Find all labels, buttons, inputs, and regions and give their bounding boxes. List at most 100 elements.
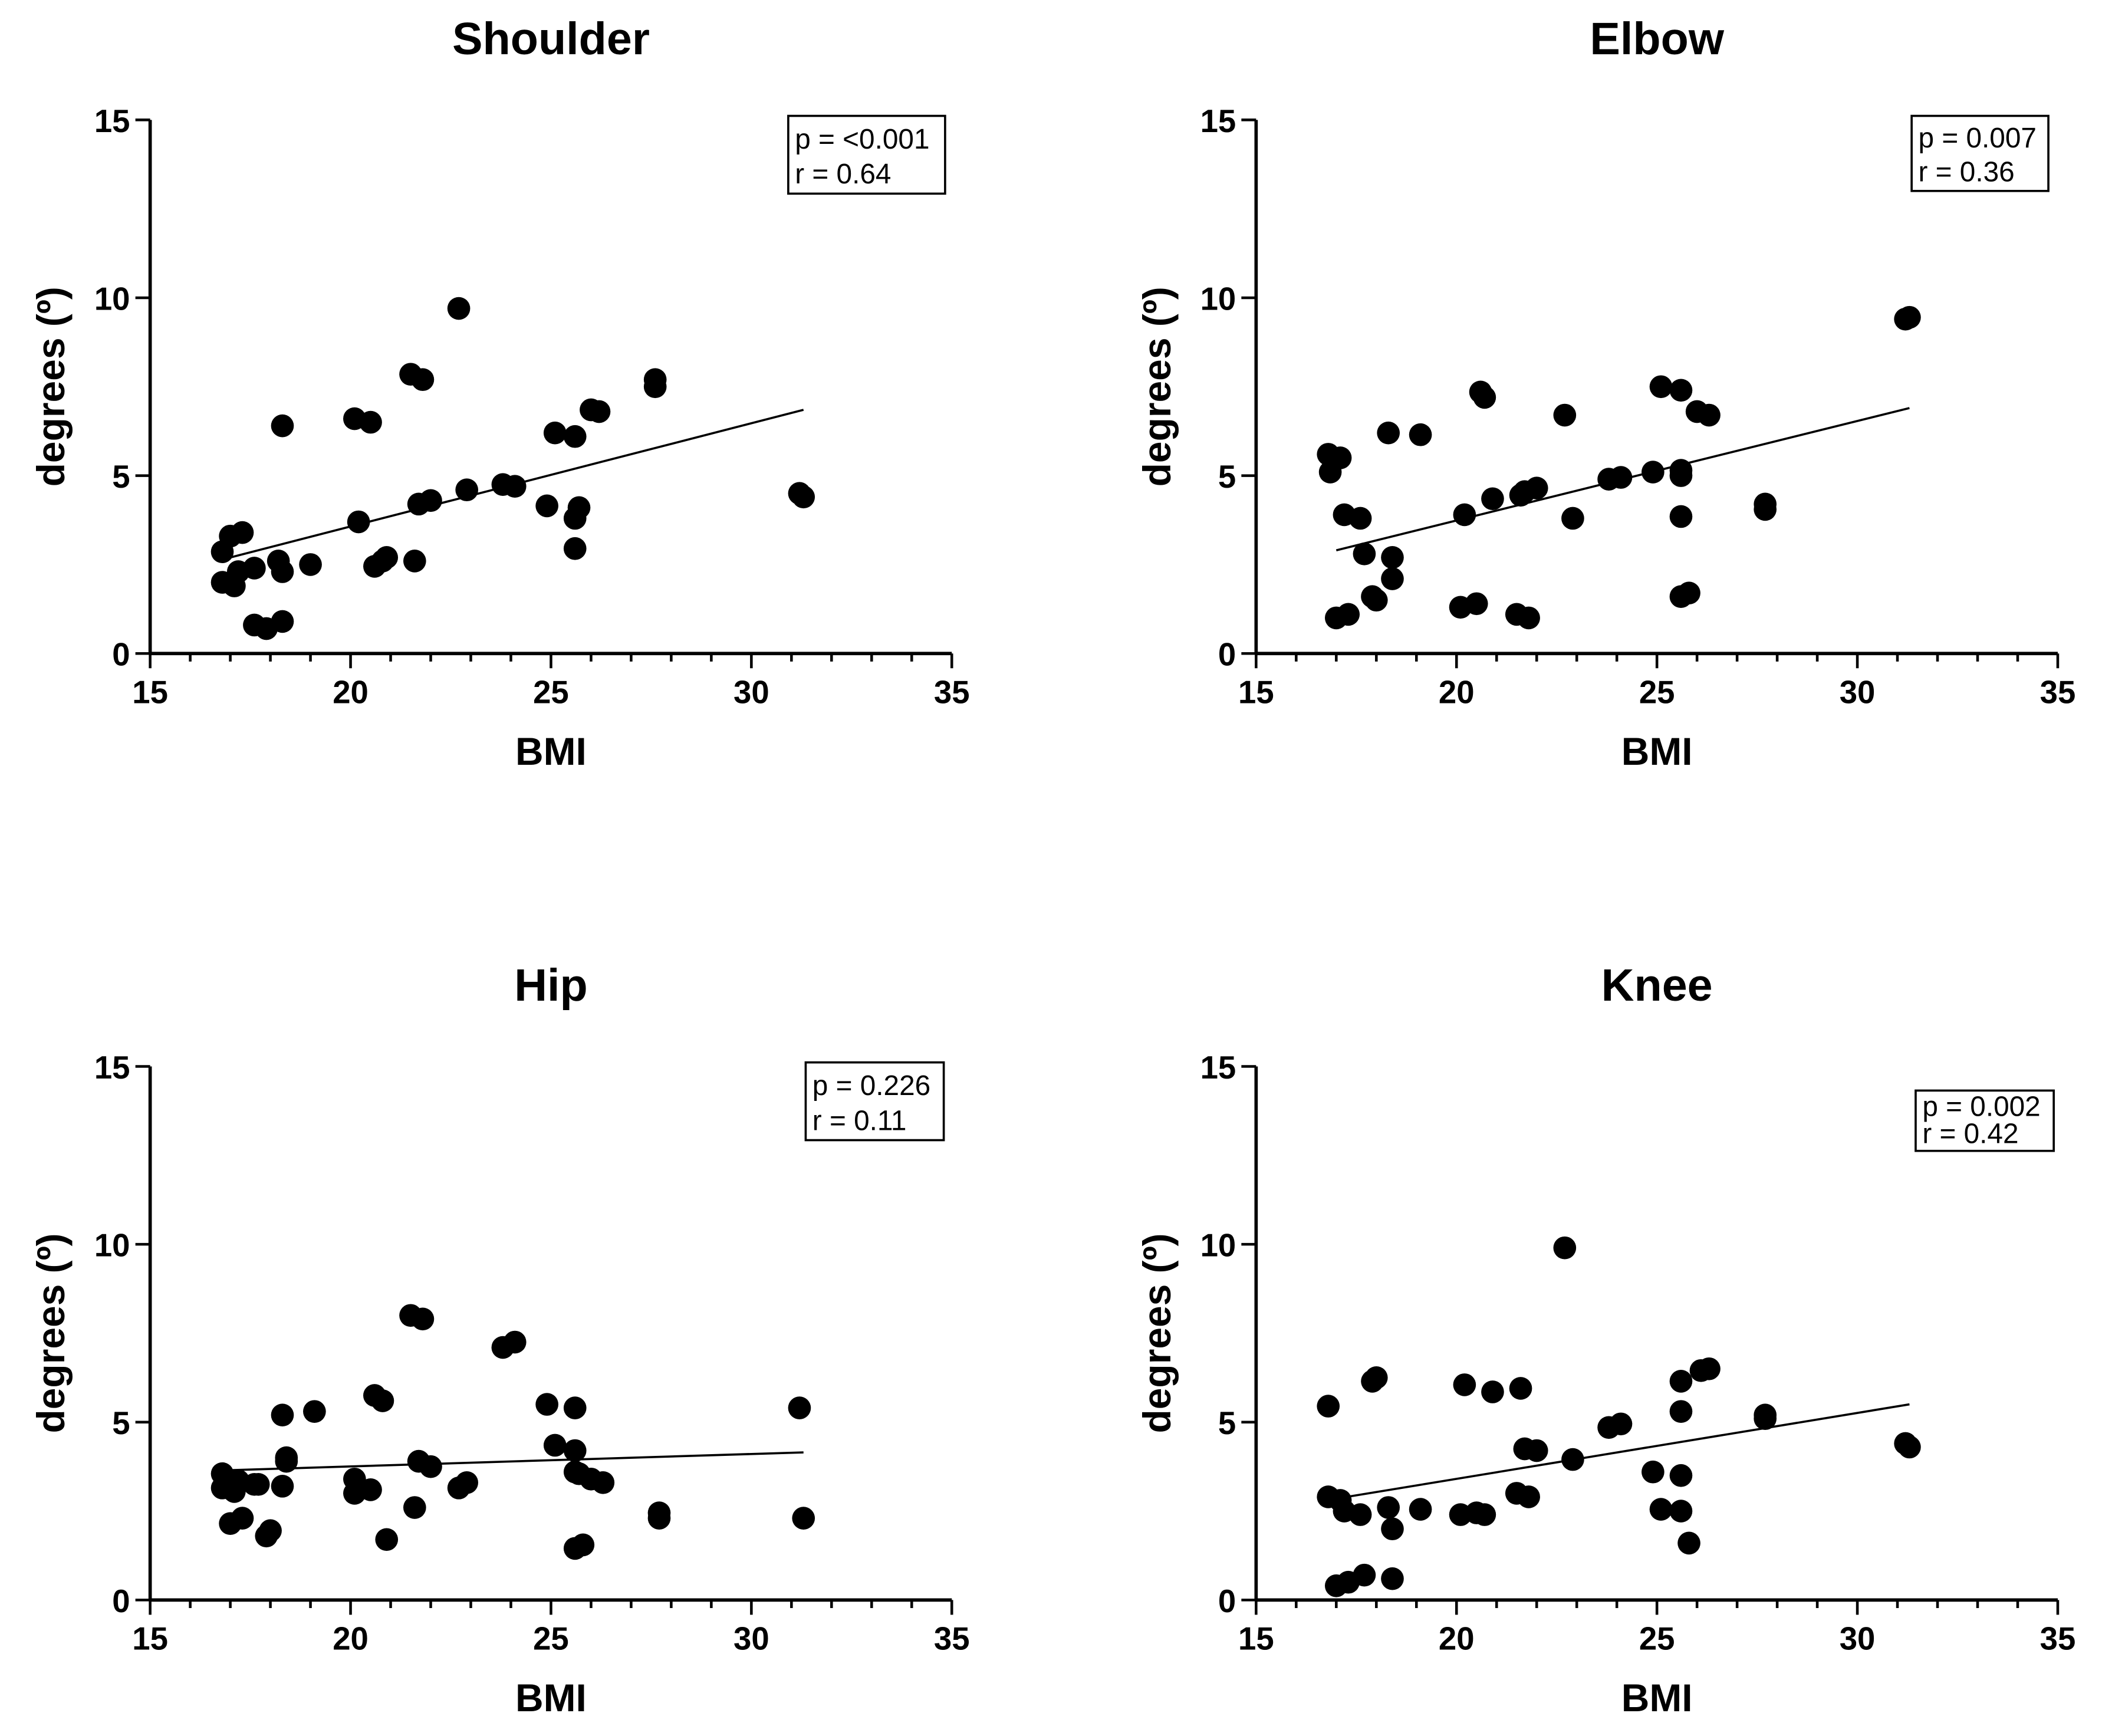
data-point bbox=[243, 557, 266, 580]
data-point bbox=[359, 410, 382, 434]
data-point bbox=[1677, 1531, 1700, 1555]
data-point bbox=[1642, 1460, 1665, 1484]
data-point bbox=[1669, 1370, 1693, 1393]
x-tick-label: 30 bbox=[1840, 1621, 1876, 1657]
data-point bbox=[271, 610, 294, 633]
panel-elbow: Elbow BMI degrees (º) 15 20 25 30 35 0 5 10 15 p = 0… bbox=[1135, 14, 2075, 773]
data-point bbox=[1481, 1380, 1504, 1403]
data-point bbox=[1561, 1448, 1584, 1471]
data-point bbox=[419, 489, 442, 512]
y-tick-label: 10 bbox=[94, 281, 130, 317]
data-point bbox=[1337, 603, 1360, 626]
data-point bbox=[447, 297, 471, 320]
r-value: r = 0.11 bbox=[812, 1105, 907, 1136]
y-tick-label: 10 bbox=[94, 1228, 130, 1264]
data-point bbox=[347, 510, 370, 534]
p-value: p = 0.007 bbox=[1919, 123, 2037, 154]
y-tick-label: 5 bbox=[1218, 459, 1236, 495]
x-axis-label: BMI bbox=[515, 729, 587, 773]
data-point bbox=[1353, 1563, 1376, 1587]
data-point bbox=[1553, 1236, 1577, 1260]
data-point bbox=[1609, 1412, 1633, 1436]
y-tick-label: 15 bbox=[94, 103, 130, 139]
data-point bbox=[1481, 487, 1504, 511]
panel-shoulder: Shoulder BMI degrees (º) 15 20 25 30 35 0 5 10 15 p … bbox=[29, 14, 969, 773]
y-tick-label: 15 bbox=[1200, 1050, 1236, 1086]
x-axis-label: BMI bbox=[515, 1676, 587, 1719]
data-point bbox=[1898, 305, 1921, 329]
x-tick-label: 20 bbox=[1439, 1621, 1475, 1657]
data-point bbox=[1754, 498, 1777, 521]
data-point bbox=[1609, 466, 1633, 489]
y-tick-label: 0 bbox=[112, 1583, 130, 1619]
data-point bbox=[1409, 423, 1432, 446]
data-point bbox=[792, 1507, 815, 1530]
data-point bbox=[591, 1471, 615, 1494]
data-point bbox=[1677, 581, 1700, 604]
data-point bbox=[1669, 1464, 1693, 1487]
x-tick-label: 25 bbox=[533, 674, 569, 710]
stats-box bbox=[1915, 1089, 2055, 1152]
data-point bbox=[503, 475, 527, 498]
data-point bbox=[1348, 1503, 1372, 1526]
x-tick-label: 25 bbox=[533, 1621, 569, 1657]
data-point bbox=[259, 1519, 282, 1543]
data-point bbox=[411, 1307, 435, 1331]
x-tick-label: 35 bbox=[934, 1621, 970, 1657]
x-tick-label: 25 bbox=[1639, 1621, 1675, 1657]
data-point bbox=[1377, 1496, 1400, 1519]
data-point bbox=[535, 494, 558, 518]
data-point bbox=[535, 1393, 558, 1416]
data-point bbox=[563, 1396, 587, 1419]
y-tick-label: 0 bbox=[1218, 637, 1236, 673]
data-point bbox=[271, 1475, 294, 1498]
x-tick-label: 15 bbox=[1238, 674, 1274, 710]
data-point bbox=[1473, 386, 1496, 409]
y-axis-label: degrees (º) bbox=[1135, 287, 1179, 486]
data-point bbox=[563, 537, 587, 560]
data-point bbox=[1553, 403, 1577, 427]
x-tick-label: 15 bbox=[132, 1621, 168, 1657]
panel-hip: Hip BMI degrees (º) 15 20 25 30 35 0 5 10 15 p = 0.2… bbox=[29, 960, 969, 1719]
r-value: r = 0.42 bbox=[1922, 1118, 2018, 1149]
data-point bbox=[1898, 1435, 1921, 1459]
x-tick-label: 20 bbox=[1439, 674, 1475, 710]
data-point bbox=[543, 421, 567, 445]
data-point bbox=[1509, 1377, 1532, 1400]
x-tick-label: 15 bbox=[132, 674, 168, 710]
y-tick-label: 0 bbox=[112, 637, 130, 673]
data-point bbox=[1409, 1498, 1432, 1521]
data-point bbox=[1642, 461, 1665, 484]
data-point bbox=[1364, 588, 1388, 612]
data-point bbox=[271, 560, 294, 583]
data-point bbox=[1465, 592, 1488, 616]
data-point bbox=[1353, 542, 1376, 565]
data-point bbox=[1698, 1357, 1721, 1380]
r-value: r = 0.64 bbox=[795, 159, 891, 190]
data-point bbox=[1453, 1373, 1476, 1396]
data-point bbox=[647, 1507, 671, 1530]
data-point bbox=[563, 425, 587, 448]
chart-title: Knee bbox=[1601, 960, 1713, 1011]
data-point bbox=[1377, 421, 1400, 445]
data-point bbox=[223, 1480, 246, 1503]
data-point bbox=[1669, 464, 1693, 487]
y-axis-label: degrees (º) bbox=[1135, 1233, 1179, 1433]
data-point bbox=[1669, 1500, 1693, 1523]
data-point bbox=[271, 414, 294, 438]
chart-title: Shoulder bbox=[452, 14, 650, 64]
stats-box bbox=[804, 1061, 945, 1142]
data-point bbox=[1381, 546, 1404, 569]
data-point bbox=[359, 1478, 382, 1501]
data-point bbox=[455, 1471, 479, 1494]
y-tick-label: 5 bbox=[112, 459, 130, 495]
data-point bbox=[371, 1389, 394, 1412]
data-point bbox=[403, 1496, 426, 1519]
data-point bbox=[299, 553, 322, 576]
data-point bbox=[1517, 606, 1540, 630]
x-tick-label: 35 bbox=[934, 674, 970, 710]
p-value: p = 0.002 bbox=[1922, 1091, 2040, 1122]
data-point bbox=[1649, 375, 1673, 399]
p-value: p = <0.001 bbox=[795, 124, 929, 155]
data-point bbox=[1364, 1366, 1388, 1389]
